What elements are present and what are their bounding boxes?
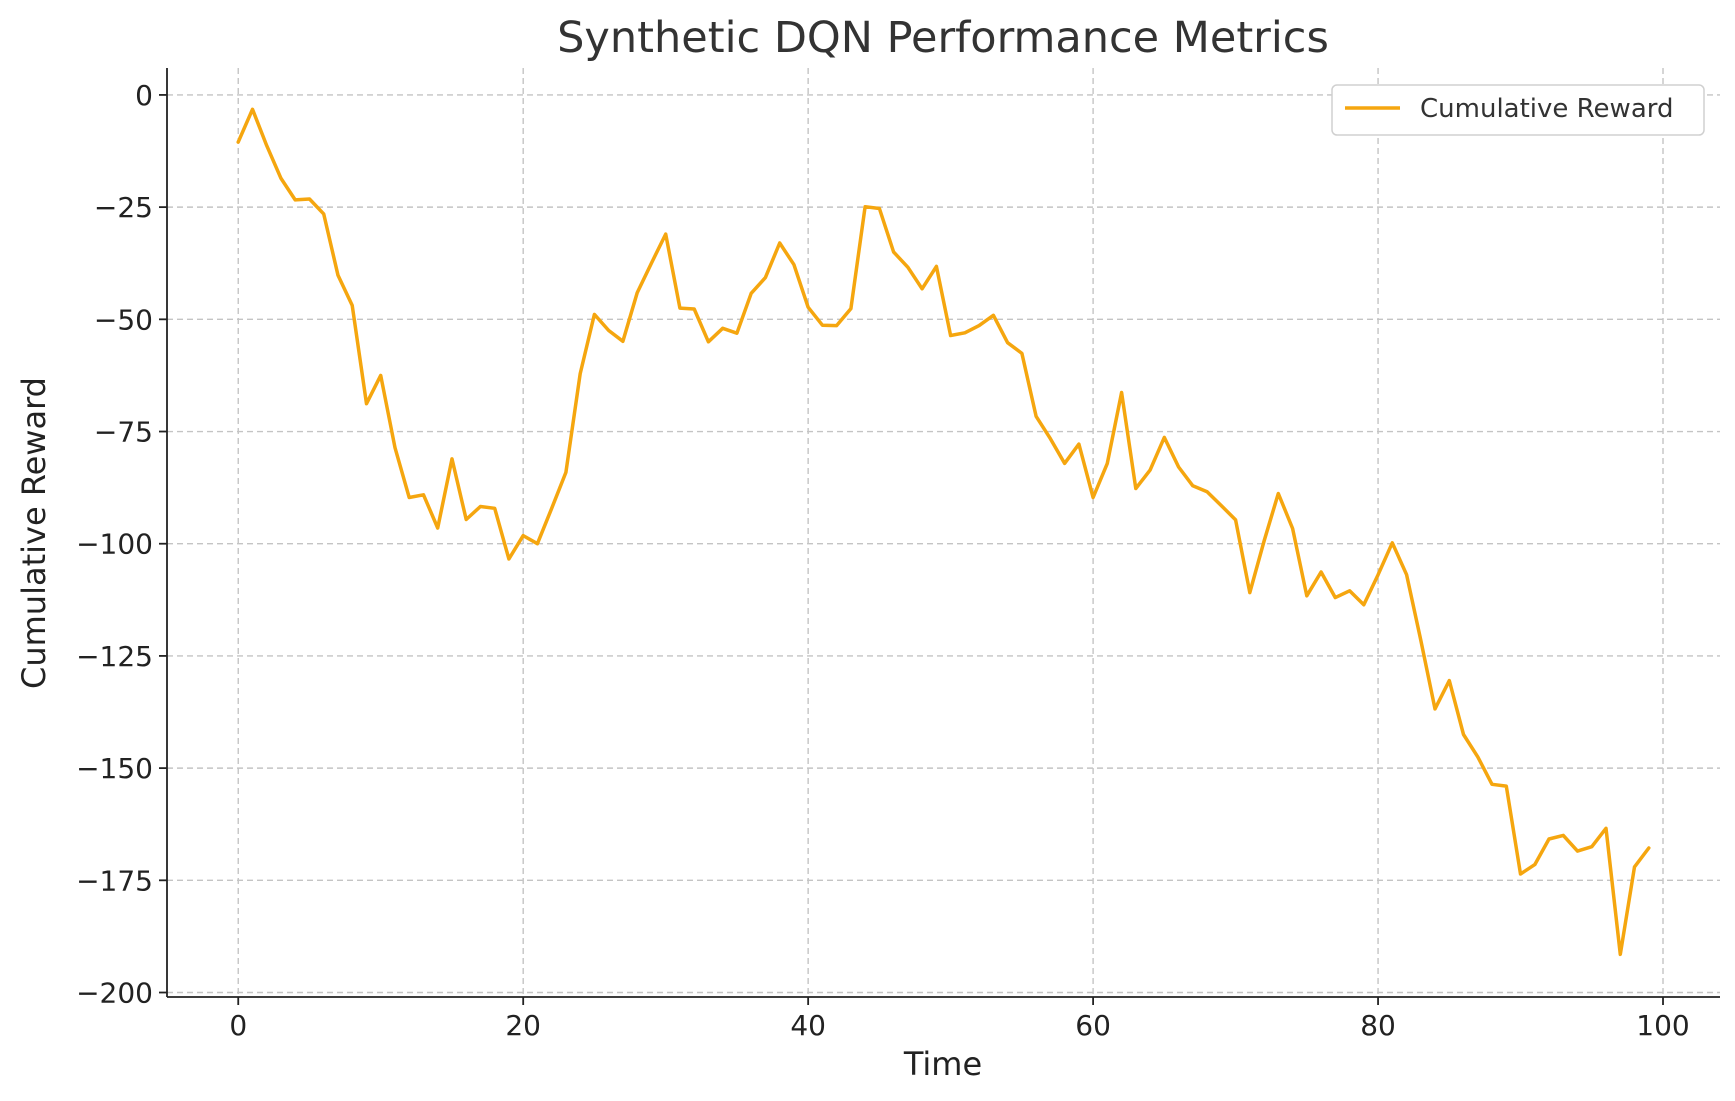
axis-ticks: 0 20 40 60 80 100 0 −25 −50 −75 −100 −125 −150 −175 −2… bbox=[76, 79, 1690, 1042]
x-tick-label: 40 bbox=[790, 1009, 826, 1042]
y-axis-label: Cumulative Reward bbox=[15, 377, 53, 689]
legend: Cumulative Reward bbox=[1331, 84, 1705, 136]
x-tick-label: 100 bbox=[1636, 1009, 1689, 1042]
y-tick-label: −75 bbox=[94, 416, 153, 449]
y-tick-label: −25 bbox=[94, 191, 153, 224]
y-tick-label: −175 bbox=[76, 864, 153, 897]
y-tick-label: −150 bbox=[76, 752, 153, 785]
x-axis-label: Time bbox=[903, 1045, 982, 1083]
x-tick-label: 80 bbox=[1360, 1009, 1396, 1042]
x-tick-label: 60 bbox=[1075, 1009, 1111, 1042]
legend-box bbox=[1331, 84, 1705, 136]
y-tick-label: −100 bbox=[76, 528, 153, 561]
axis-spines bbox=[166, 68, 1720, 998]
y-tick-label: 0 bbox=[135, 79, 153, 112]
x-tick-label: 0 bbox=[229, 1009, 247, 1042]
legend-label-cumulative-reward: Cumulative Reward bbox=[1420, 94, 1674, 124]
chart-title: Synthetic DQN Performance Metrics bbox=[557, 13, 1329, 63]
y-tick-label: −125 bbox=[76, 640, 153, 673]
y-tick-label: −200 bbox=[76, 977, 153, 1010]
y-tick-label: −50 bbox=[94, 303, 153, 336]
series-layer bbox=[236, 107, 1651, 957]
series-line-cumulative-reward bbox=[236, 107, 1651, 957]
x-tick-label: 20 bbox=[505, 1009, 541, 1042]
